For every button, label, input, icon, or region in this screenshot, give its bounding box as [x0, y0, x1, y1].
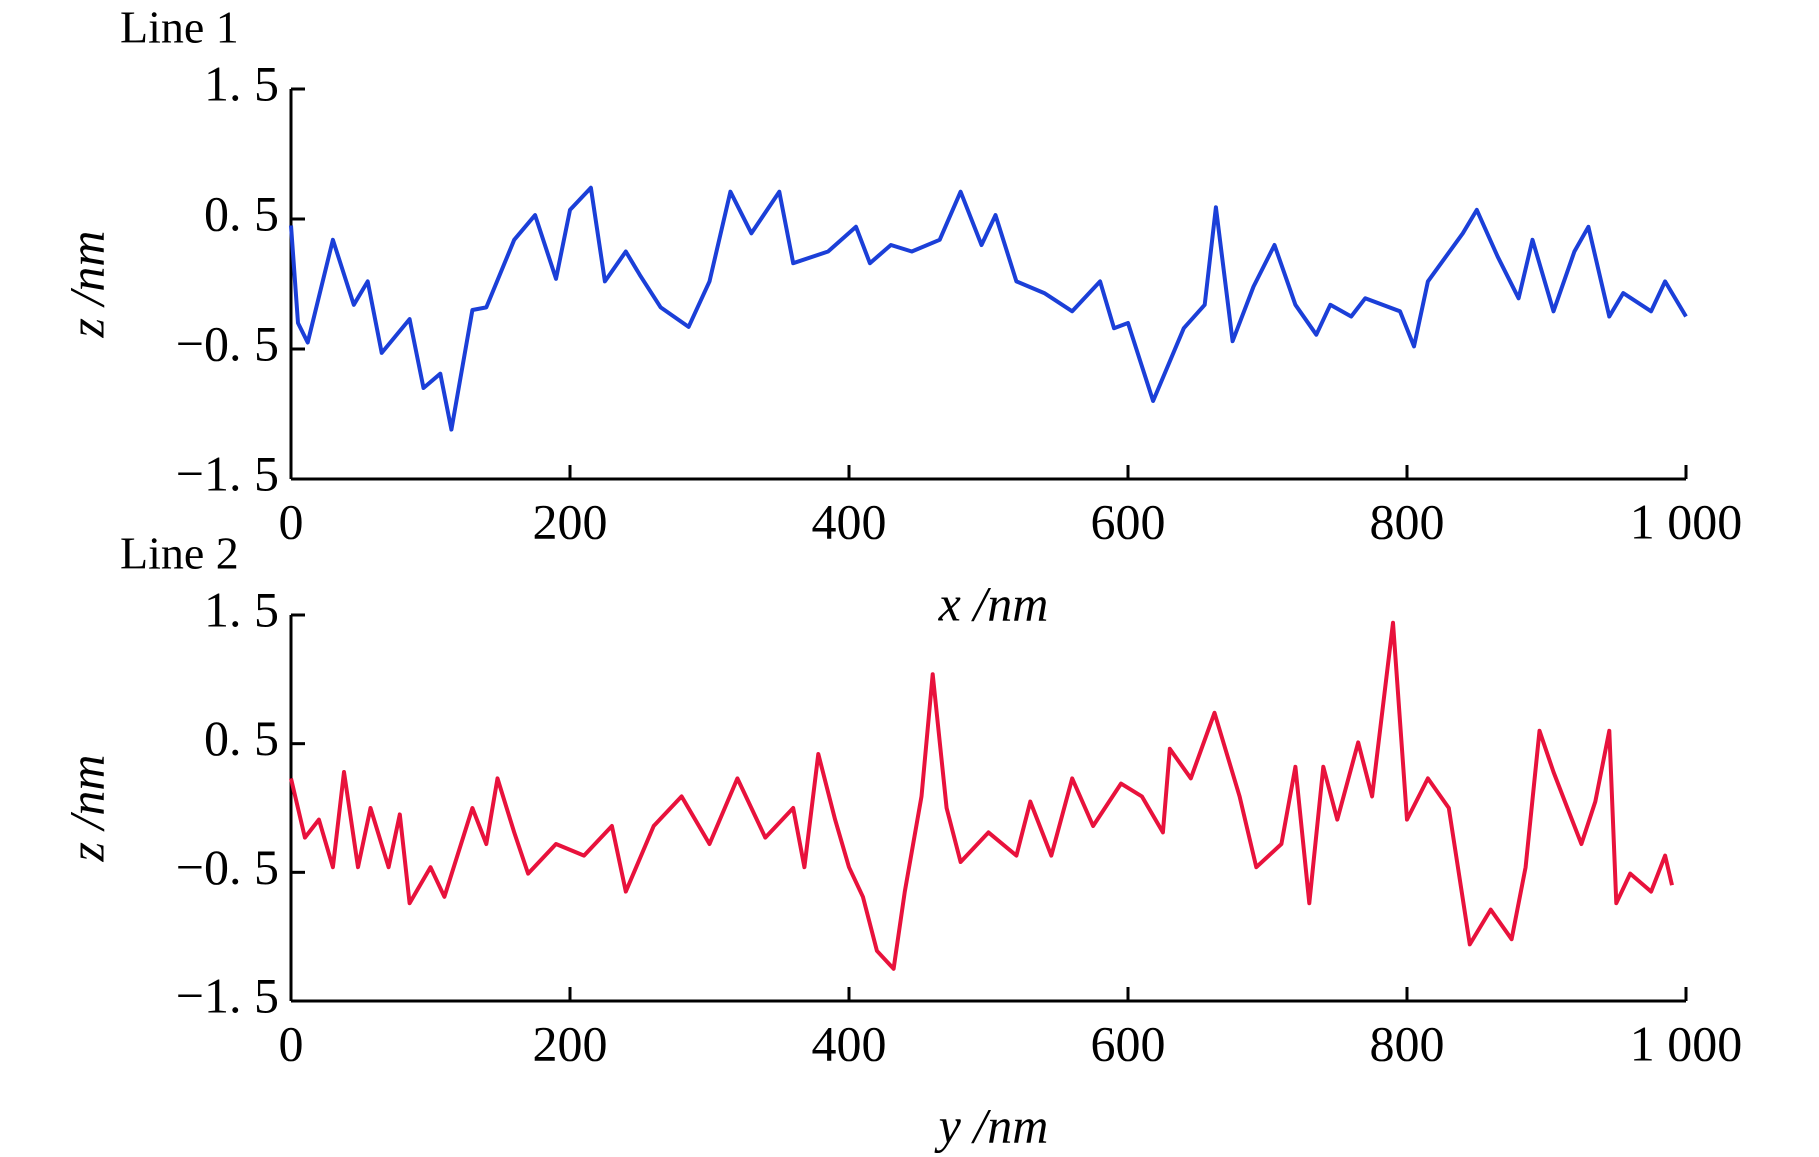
x-axis-label: y /nm: [934, 1097, 1049, 1153]
y-tick-label: −1. 5: [176, 967, 279, 1023]
y-tick-label: −0. 5: [176, 839, 279, 895]
y-tick-label: 0. 5: [204, 710, 279, 766]
x-tick-label: 400: [812, 1015, 887, 1071]
y-tick-label: 0. 5: [204, 185, 279, 241]
x-tick-label: 600: [1091, 493, 1166, 549]
x-tick-label: 1 000: [1630, 493, 1743, 549]
x-tick-label: 600: [1091, 1015, 1166, 1071]
x-tick-label: 0: [279, 1015, 304, 1071]
y-tick-label: 1. 5: [204, 55, 279, 111]
y-axis-label: z /nm: [58, 231, 114, 339]
data-line: [289, 620, 1674, 971]
data-line: [289, 185, 1688, 432]
y-axis-label: z /nm: [58, 755, 114, 863]
y-tick-label: −0. 5: [176, 315, 279, 371]
x-tick-label: 0: [279, 493, 304, 549]
y-tick-label: 1. 5: [204, 581, 279, 637]
x-tick-label: 1 000: [1630, 1015, 1743, 1071]
x-tick-label: 200: [533, 1015, 608, 1071]
x-tick-label: 800: [1370, 493, 1445, 549]
chart-title: Line 2: [120, 528, 239, 579]
x-axis-label: x /nm: [938, 575, 1049, 631]
x-tick-label: 800: [1370, 1015, 1445, 1071]
x-tick-label: 400: [812, 493, 887, 549]
y-tick-label: −1. 5: [176, 445, 279, 501]
chart-title: Line 1: [120, 2, 239, 53]
x-tick-label: 200: [533, 493, 608, 549]
